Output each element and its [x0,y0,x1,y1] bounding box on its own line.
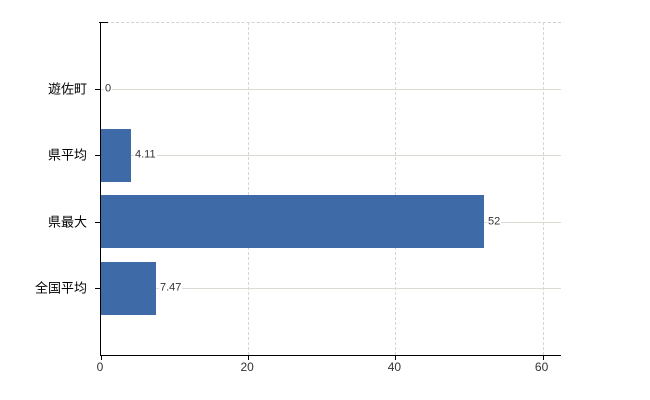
x-tick-label: 0 [96,360,104,374]
horizontal-gridline [101,288,561,290]
x-axis-tick [395,356,397,360]
x-tick-label: 40 [387,360,402,374]
bar [101,195,484,249]
horizontal-gridline [101,88,561,90]
vertical-gridline [395,22,397,355]
plot-top-border [101,22,561,23]
y-axis-tick [95,155,100,157]
bar-value-label: 0 [104,82,113,95]
x-axis-tick [248,356,250,360]
y-axis-tick [95,221,100,223]
vertical-gridline [248,22,250,355]
horizontal-gridline [101,155,561,157]
category-label: 全国平均 [34,280,87,296]
y-axis-tick [95,88,100,90]
plot-area: 0 4.11 52 7.47 [95,22,561,360]
bar-value-label: 52 [487,215,502,228]
bar-value-label: 4.11 [134,148,157,161]
category-label: 県平均 [47,147,87,163]
bar [101,128,131,182]
vertical-gridline [542,22,544,355]
x-axis-tick [542,356,544,360]
y-axis-end-tick [99,22,108,23]
category-label: 遊佐町 [47,81,87,97]
category-label: 県最大 [47,214,87,230]
bar [101,261,156,315]
x-tick-label: 20 [240,360,254,374]
x-tick-label: 60 [534,360,549,374]
bar-value-label: 7.47 [159,281,183,294]
y-axis-tick [95,288,100,290]
x-axis-tick [101,356,102,360]
